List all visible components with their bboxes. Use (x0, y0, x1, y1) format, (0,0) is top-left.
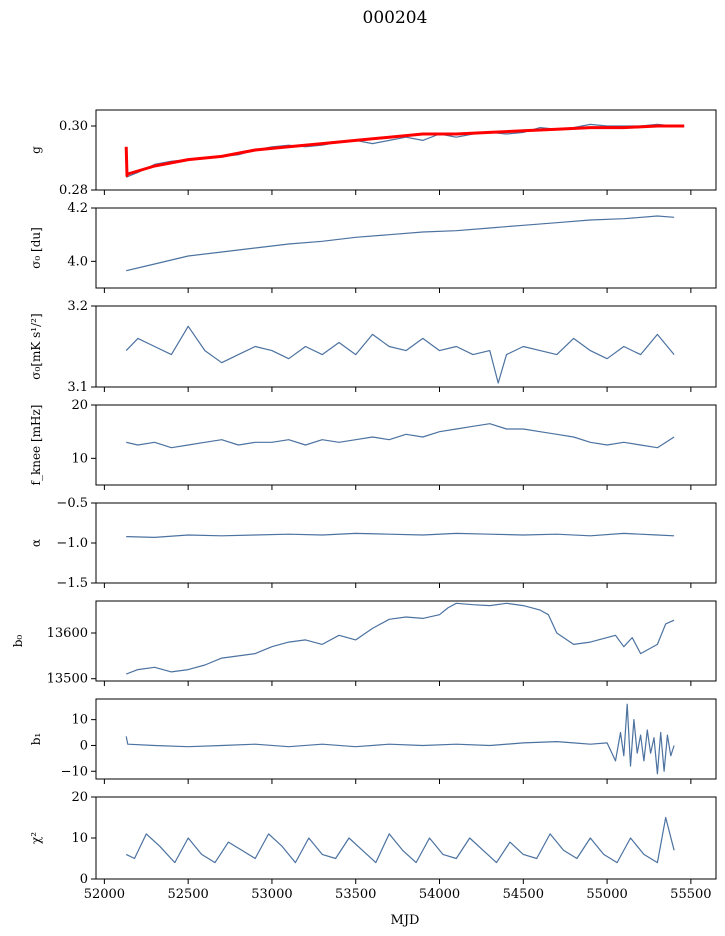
y-axis-label: f_knee [mHz] (29, 405, 43, 486)
y-tick-label: 13600 (47, 626, 88, 641)
y-tick-label: 10 (71, 713, 88, 728)
panel-1: 4.0 4.2 σ₀ [du] (29, 201, 717, 293)
x-tick-label: 55000 (586, 887, 627, 902)
x-tick-label: 52500 (167, 887, 208, 902)
x-tick-label: 53500 (335, 887, 376, 902)
y-axis-label: b₀ (11, 635, 25, 648)
y-tick-label: 10 (71, 451, 88, 466)
y-axis-label: α (29, 539, 43, 547)
y-tick-label: 4.0 (67, 254, 88, 269)
x-tick-label: 54000 (419, 887, 460, 902)
series-line-2-0 (125, 325, 675, 384)
figure-title: 000204 (363, 8, 428, 28)
y-axis-label: g (29, 146, 43, 154)
axes-frame (95, 109, 717, 191)
panel-7: 0 10 20 52000 52500 53000 53500 54000 54500 55000… (29, 790, 717, 902)
axes-frame (95, 698, 717, 780)
y-axis-label: σ₀ [du] (29, 227, 43, 269)
series-line-5-0 (125, 602, 675, 675)
y-tick-label: 0 (80, 872, 88, 887)
axes-frame (95, 207, 717, 289)
panel-4: −1.5 −1.0 −0.5 α (29, 496, 717, 591)
y-tick-label: −1.5 (56, 576, 88, 591)
x-tick-label: 53000 (251, 887, 292, 902)
y-tick-label: 0.30 (59, 119, 88, 134)
series-line-0-1 (124, 124, 685, 178)
series-line-7-0 (125, 816, 675, 864)
y-tick-label: 3.2 (67, 299, 88, 314)
y-tick-label: 0 (80, 738, 88, 753)
y-tick-label: −10 (61, 764, 88, 779)
y-tick-label: 20 (71, 790, 88, 805)
panel-2: 3.1 3.2 σ₀[mK s¹/²] (29, 299, 717, 395)
panel-6: −10 0 10 b₁ (29, 698, 717, 784)
panel-0: 0.28 0.30 g (29, 109, 717, 198)
axes-frame (95, 600, 717, 682)
axes-frame (95, 404, 717, 486)
y-tick-label: 20 (71, 398, 88, 413)
y-tick-label: 3.1 (67, 380, 88, 395)
panel-3: 10 20 f_knee [mHz] (29, 398, 717, 490)
x-axis-label: MJD (391, 913, 420, 928)
y-tick-label: 10 (71, 831, 88, 846)
series-line-3-0 (126, 423, 675, 449)
y-tick-label: −1.0 (56, 536, 88, 551)
y-tick-label: 4.2 (67, 201, 88, 216)
axes-frame (95, 502, 717, 584)
series-line-4-0 (126, 532, 675, 539)
axes-frame (95, 796, 717, 880)
series-line-0-0 (125, 123, 685, 178)
x-tick-label: 52000 (84, 887, 125, 902)
x-tick-label: 55500 (670, 887, 711, 902)
series-line-1-0 (126, 215, 675, 272)
y-tick-label: 13500 (47, 672, 88, 687)
x-tick-label: 54500 (503, 887, 544, 902)
panel-5: 13500 13600 b₀ (11, 600, 717, 687)
y-axis-label: σ₀[mK s¹/²] (29, 313, 43, 379)
series-line-6-0 (125, 703, 675, 775)
y-tick-label: −0.5 (56, 496, 88, 511)
y-axis-label: b₁ (29, 733, 43, 746)
y-axis-label: χ² (29, 832, 43, 844)
axes-frame (95, 305, 717, 388)
y-tick-label: 0.28 (59, 183, 88, 198)
